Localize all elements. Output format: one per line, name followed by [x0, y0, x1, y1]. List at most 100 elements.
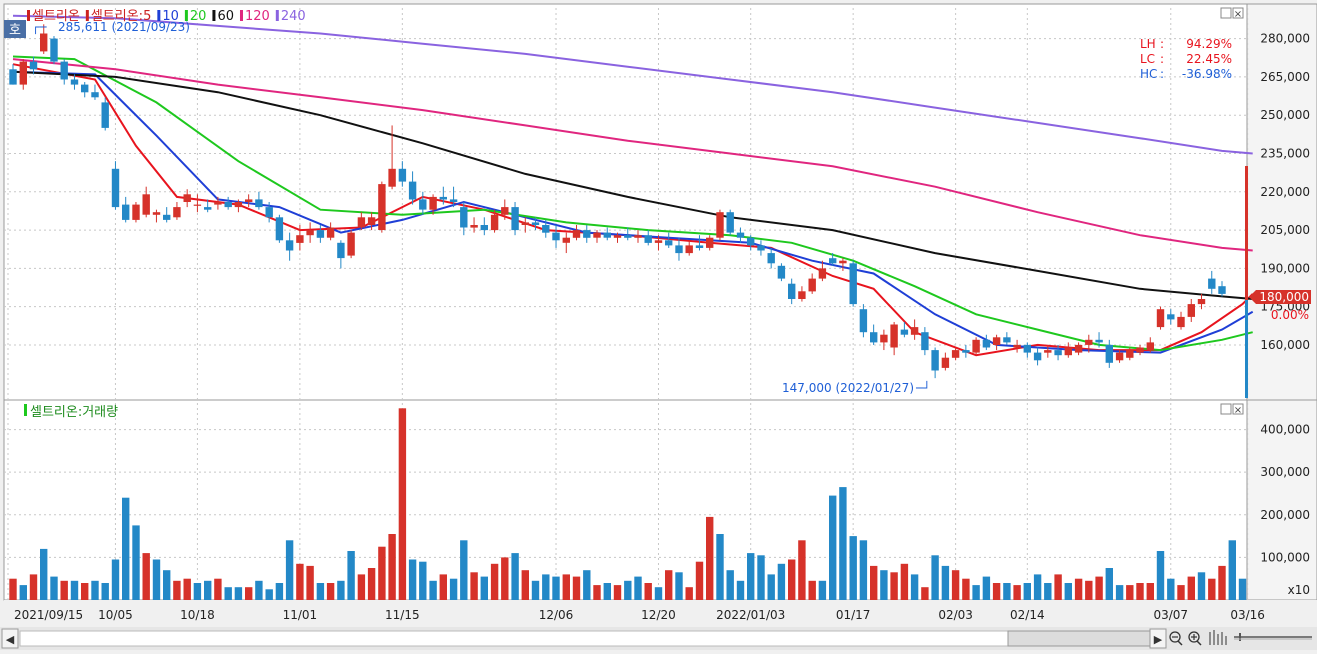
- candle-body: [1054, 350, 1062, 356]
- volume-bar: [152, 559, 161, 600]
- volume-bar: [1146, 583, 1154, 600]
- volume-bar: [1033, 574, 1042, 600]
- volume-bar: [747, 553, 755, 600]
- volume-bar: [757, 555, 765, 600]
- volume-bar: [378, 546, 386, 600]
- scroll-track[interactable]: [19, 630, 1151, 647]
- volume-panel-close-button[interactable]: [1232, 403, 1244, 415]
- zoom-in-button[interactable]: [1188, 631, 1202, 646]
- volume-bar: [726, 570, 734, 600]
- volume-bar: [1228, 540, 1236, 600]
- candle-body: [1218, 286, 1226, 294]
- scroll-right-button[interactable]: [1149, 628, 1167, 649]
- candle-body: [777, 265, 786, 279]
- candle-body: [70, 79, 79, 85]
- candle-body: [839, 260, 847, 264]
- volume-bar: [163, 570, 171, 600]
- candle-body: [767, 253, 775, 264]
- date-axis-strip: [4, 600, 1317, 626]
- zoom-slider[interactable]: [1234, 633, 1312, 641]
- volume-bar: [788, 559, 796, 600]
- close-icon: ×: [1234, 9, 1242, 20]
- scroll-left-button[interactable]: [1, 628, 19, 649]
- volume-bar: [880, 570, 888, 600]
- volume-bar: [829, 495, 837, 600]
- candle-body: [265, 207, 273, 218]
- price-panel-close-button[interactable]: [1232, 7, 1244, 19]
- volume-tick-label: 100,000: [1260, 550, 1310, 564]
- volume-bar: [603, 583, 611, 600]
- y-axis-labels: 160,000175,000190,000205,000220,000235,0…: [1260, 32, 1310, 565]
- candle-body: [163, 214, 171, 220]
- legend-label: 120: [245, 9, 270, 24]
- volume-bar: [1095, 576, 1103, 600]
- volume-bar: [675, 572, 683, 600]
- date-tick-label: 12/20: [641, 608, 676, 622]
- volume-bar: [921, 587, 929, 600]
- candle-body: [921, 332, 929, 351]
- volume-bar: [316, 583, 325, 600]
- volume-bar: [480, 576, 488, 600]
- candle-body: [849, 263, 857, 305]
- candle-body: [388, 168, 396, 187]
- legend-marker: [85, 10, 89, 21]
- scroll-thumb[interactable]: [1007, 630, 1151, 647]
- candle-body: [429, 196, 437, 210]
- volume-legend-marker: [24, 404, 27, 416]
- candle-body: [808, 278, 816, 292]
- volume-panel-maximize-button[interactable]: [1220, 403, 1232, 415]
- volume-bar: [111, 559, 120, 600]
- candle-body: [962, 350, 970, 353]
- candle-body: [1085, 339, 1093, 345]
- volume-bar: [439, 574, 447, 600]
- candle-body: [490, 214, 499, 231]
- volume-tick-label: 400,000: [1260, 423, 1310, 437]
- candle-body: [982, 339, 991, 348]
- volume-bar: [1156, 551, 1165, 600]
- volume-bar: [992, 583, 1001, 600]
- candle-body: [1013, 344, 1021, 348]
- volume-bar: [419, 561, 427, 600]
- candle-body: [501, 207, 509, 215]
- volume-bar: [531, 580, 540, 600]
- zoom-out-button[interactable]: [1169, 631, 1183, 646]
- legend-marker: [212, 10, 216, 21]
- volume-bar: [347, 551, 355, 600]
- volume-bar: [275, 583, 284, 600]
- price-panel-maximize-button[interactable]: [1220, 7, 1232, 19]
- price-tick-label: 205,000: [1260, 223, 1310, 237]
- low-annotation-marker: ─┘: [915, 380, 930, 395]
- volume-bar: [685, 587, 693, 600]
- volume-bar: [490, 563, 499, 600]
- candle-body: [1146, 342, 1154, 351]
- volume-bar: [849, 536, 857, 600]
- stat-lh-key: LH: [1140, 37, 1156, 51]
- volume-bar: [1126, 585, 1134, 600]
- candle-body: [747, 237, 755, 246]
- candle-body: [644, 235, 652, 243]
- candle-layer: [9, 24, 1226, 379]
- candle-body: [398, 168, 407, 182]
- volume-bar: [1218, 565, 1226, 600]
- candle-body: [572, 230, 581, 238]
- volume-bar: [583, 570, 591, 600]
- candle-body: [992, 337, 1001, 345]
- current-change-tag: 0.00%: [1271, 308, 1309, 322]
- volume-bar: [40, 548, 48, 600]
- price-axis-panel: [1246, 3, 1317, 401]
- candle-body: [29, 61, 38, 70]
- candle-body: [972, 339, 980, 353]
- candle-body: [552, 232, 560, 241]
- stat-lh-value: 94.29%: [1186, 37, 1232, 51]
- volume-bar: [890, 572, 898, 600]
- low-annotation: 147,000 (2022/01/27): [782, 381, 914, 395]
- volume-bar: [1003, 583, 1011, 600]
- volume-bar: [767, 574, 775, 600]
- candle-body: [183, 194, 191, 202]
- volume-bar: [552, 576, 560, 600]
- date-tick-label: 11/15: [385, 608, 420, 622]
- candle-body: [60, 61, 68, 80]
- ma-120-line: [12, 58, 1253, 252]
- candle-width-button[interactable]: [1209, 630, 1227, 645]
